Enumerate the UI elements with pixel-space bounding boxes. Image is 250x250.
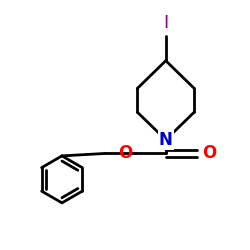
Text: I: I	[163, 14, 168, 32]
Text: N: N	[159, 131, 173, 149]
Text: O: O	[118, 144, 132, 162]
Text: O: O	[202, 144, 216, 162]
